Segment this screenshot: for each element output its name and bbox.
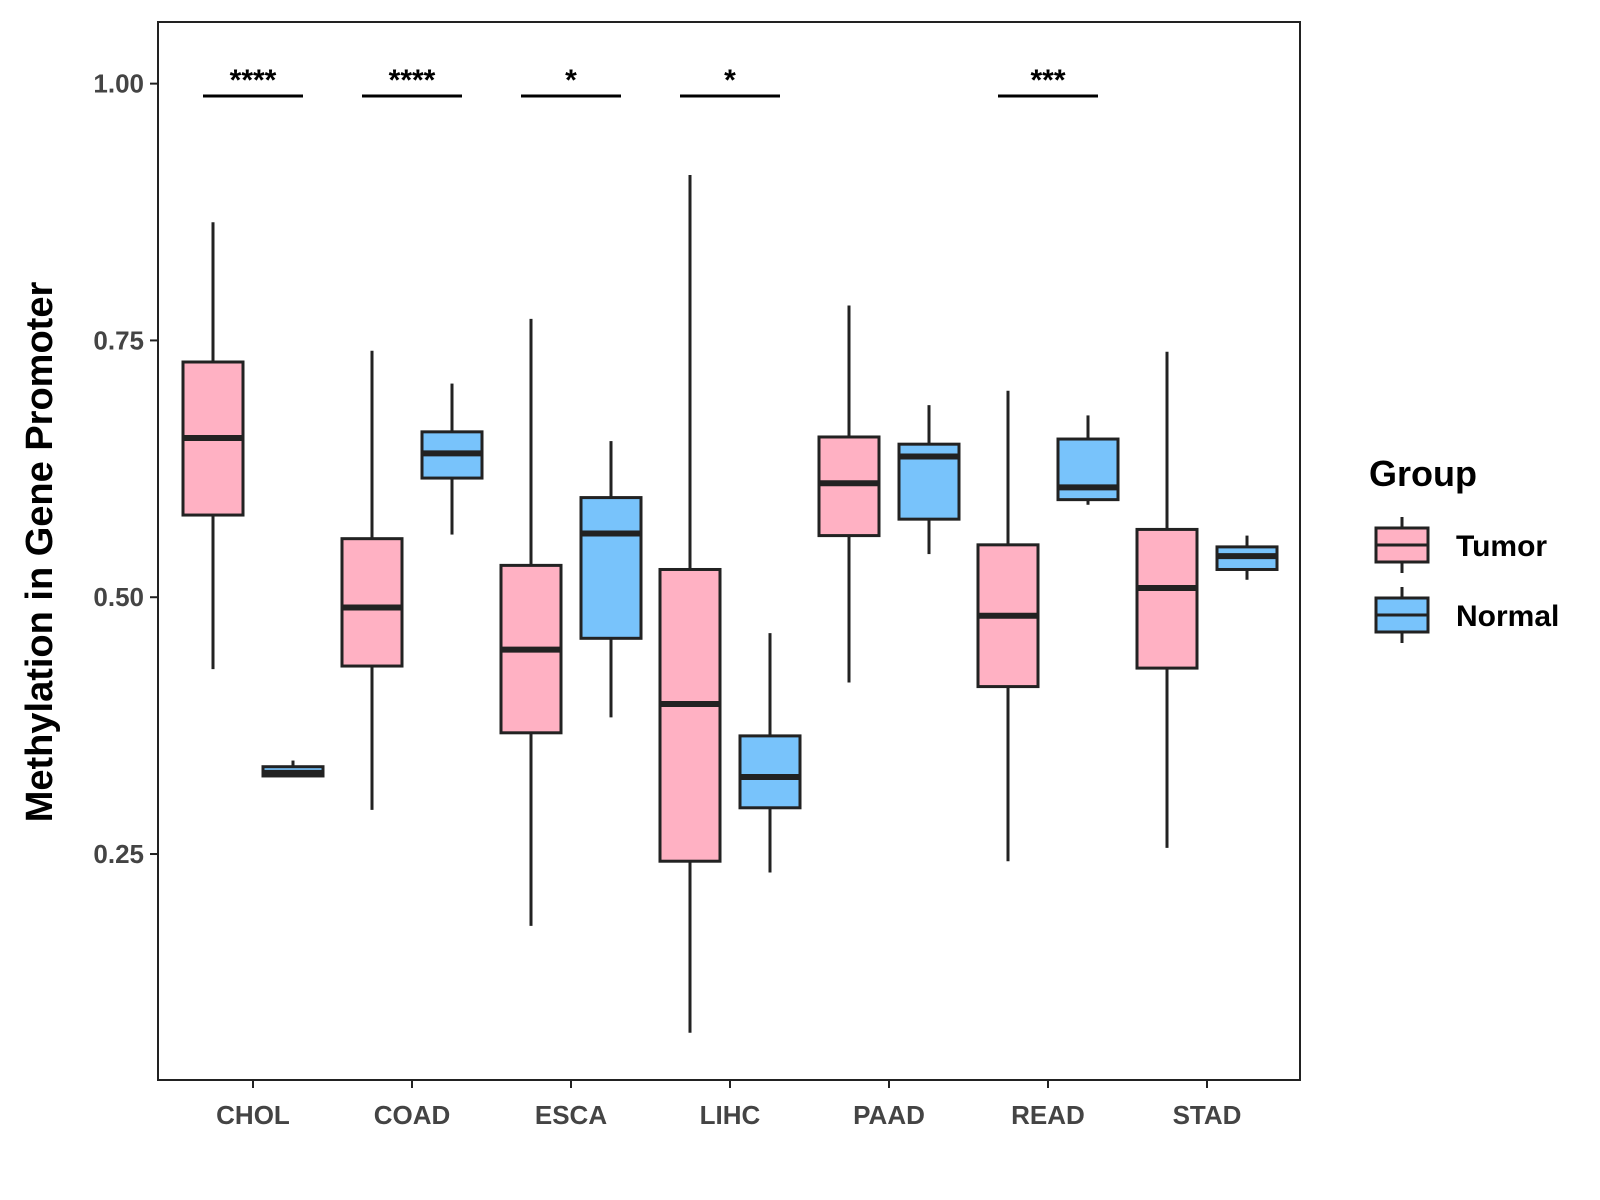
box-stad-tumor (1135, 351, 1199, 848)
box-paad-normal (897, 405, 961, 555)
box-coad-normal (420, 383, 484, 535)
box-read-normal (1056, 415, 1120, 505)
box-iqr-lihc-tumor (658, 567, 722, 863)
sig-label-lihc: * (724, 64, 736, 97)
box-chol-tumor (181, 222, 245, 670)
y-tick-label-2: 0.75 (93, 325, 144, 355)
y-tick-label-3: 1.00 (93, 69, 144, 99)
x-tick-label-chol: CHOL (216, 1100, 290, 1130)
x-tick-label-stad: STAD (1173, 1100, 1242, 1130)
legend-label-normal: Normal (1456, 600, 1559, 633)
box-read-tumor (976, 390, 1040, 862)
legend-entry-tumor: Tumor (1374, 517, 1547, 573)
axes-layer: 0.25 0.50 0.75 1.00 CHOL COAD ESCA LIHC PAAD READ… (93, 69, 1241, 1130)
legend: Group Tumor Normal (1369, 453, 1559, 643)
box-esca-tumor (499, 318, 563, 926)
sig-label-esca: * (565, 64, 577, 97)
sig-label-read: *** (1030, 64, 1065, 97)
x-tick-label-read: READ (1011, 1100, 1085, 1130)
y-tick-label-0: 0.25 (93, 839, 144, 869)
box-iqr-coad-tumor (340, 537, 404, 668)
box-iqr-stad-tumor (1135, 527, 1199, 670)
boxes-layer (181, 175, 1279, 1033)
box-iqr-lihc-normal (738, 734, 802, 810)
box-coad-tumor (340, 350, 404, 810)
x-tick-label-esca: ESCA (535, 1100, 607, 1130)
box-iqr-read-normal (1056, 437, 1120, 502)
legend-label-tumor: Tumor (1456, 530, 1547, 563)
box-lihc-tumor (658, 175, 722, 1033)
box-esca-normal (579, 441, 643, 718)
significance-annotations: **** **** * * *** (203, 64, 1098, 98)
x-tick-label-coad: COAD (374, 1100, 451, 1130)
box-chol-normal (261, 760, 325, 778)
box-lihc-normal (738, 633, 802, 873)
sig-label-chol: **** (230, 64, 277, 97)
box-iqr-esca-normal (579, 496, 643, 640)
y-tick-label-1: 0.50 (93, 582, 144, 612)
plot-panel (157, 21, 1301, 1081)
sig-label-coad: **** (389, 64, 436, 97)
box-paad-tumor (817, 305, 881, 683)
y-axis-label: Methylation in Gene Promoter (19, 282, 61, 823)
x-tick-label-paad: PAAD (853, 1100, 925, 1130)
legend-title: Group (1369, 453, 1477, 494)
box-stad-normal (1215, 535, 1279, 580)
box-iqr-paad-tumor (817, 435, 881, 538)
x-tick-label-lihc: LIHC (700, 1100, 761, 1130)
legend-entry-normal: Normal (1374, 587, 1559, 643)
